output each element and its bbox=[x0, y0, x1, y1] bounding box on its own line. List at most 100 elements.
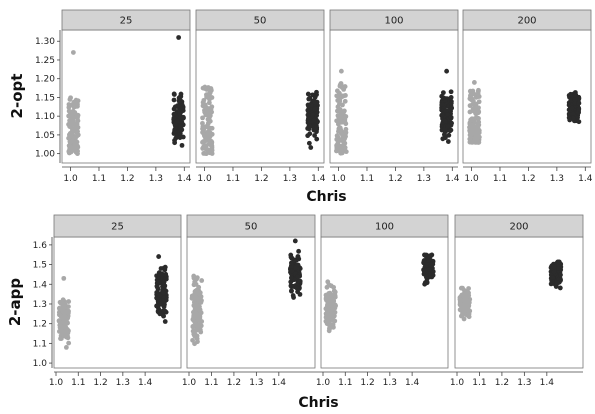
data-point bbox=[443, 108, 449, 113]
data-point bbox=[198, 310, 204, 316]
data-point bbox=[66, 299, 72, 304]
data-point bbox=[204, 147, 210, 152]
data-point bbox=[171, 97, 177, 103]
data-point bbox=[570, 111, 576, 117]
data-point bbox=[290, 293, 296, 298]
facet-strip-label: 100 bbox=[375, 222, 394, 233]
data-point bbox=[307, 123, 313, 129]
data-point bbox=[199, 298, 204, 303]
data-point bbox=[576, 106, 582, 112]
data-point bbox=[557, 285, 563, 291]
data-point bbox=[74, 129, 79, 135]
data-point bbox=[337, 83, 343, 89]
data-point bbox=[312, 100, 318, 105]
data-point bbox=[194, 275, 200, 281]
data-point bbox=[201, 97, 207, 103]
data-point bbox=[426, 267, 432, 272]
data-point bbox=[570, 115, 576, 121]
data-point bbox=[473, 101, 479, 107]
data-point bbox=[289, 288, 294, 294]
data-point bbox=[312, 133, 317, 138]
data-point bbox=[448, 95, 454, 100]
data-point bbox=[430, 272, 436, 278]
data-point bbox=[332, 293, 338, 299]
data-point bbox=[440, 111, 445, 117]
data-point bbox=[154, 284, 160, 290]
data-point bbox=[56, 329, 62, 334]
facet-panel: 25 bbox=[53, 214, 182, 369]
data-point bbox=[194, 336, 200, 342]
data-point bbox=[297, 278, 303, 284]
x-tick-label: 1.1 bbox=[338, 378, 352, 388]
y-tick-label: 1.0 bbox=[33, 359, 48, 369]
data-point bbox=[69, 138, 75, 144]
data-point bbox=[330, 299, 336, 304]
data-point bbox=[61, 332, 67, 338]
data-point bbox=[305, 91, 311, 97]
facet-strip-label: 100 bbox=[384, 16, 403, 27]
data-point bbox=[67, 143, 73, 149]
data-point bbox=[460, 285, 465, 291]
data-point bbox=[295, 289, 301, 295]
x-tick-label: 1.1 bbox=[472, 378, 486, 388]
x-tick-label: 1.0 bbox=[63, 174, 78, 184]
data-point bbox=[193, 311, 199, 316]
data-point bbox=[293, 265, 299, 271]
panel-frame bbox=[195, 29, 325, 164]
data-point bbox=[336, 127, 342, 133]
y-tick-label: 1.1 bbox=[33, 339, 47, 349]
panel-frame bbox=[61, 29, 191, 164]
data-point bbox=[197, 318, 203, 324]
data-point bbox=[311, 117, 317, 123]
data-point bbox=[209, 104, 215, 110]
data-point bbox=[171, 115, 177, 121]
data-point bbox=[459, 305, 465, 310]
data-point bbox=[312, 94, 318, 100]
x-tick-label: 1.3 bbox=[550, 174, 564, 184]
data-point bbox=[329, 312, 334, 317]
data-point bbox=[312, 106, 318, 112]
data-point bbox=[555, 266, 561, 271]
data-point bbox=[573, 92, 579, 98]
data-point bbox=[445, 139, 451, 144]
data-point bbox=[310, 112, 315, 118]
data-point bbox=[462, 308, 468, 314]
data-point bbox=[333, 303, 338, 309]
data-point bbox=[174, 118, 180, 124]
data-point bbox=[549, 279, 555, 285]
x-tick-label: 1.4 bbox=[138, 378, 153, 388]
data-point bbox=[341, 93, 346, 99]
data-point bbox=[448, 115, 454, 120]
data-point bbox=[288, 275, 294, 281]
facet-strip bbox=[195, 9, 325, 31]
data-point bbox=[342, 98, 348, 104]
x-tick-label: 1.4 bbox=[405, 378, 420, 388]
data-point bbox=[444, 68, 450, 74]
data-point bbox=[295, 254, 301, 259]
data-point bbox=[204, 94, 210, 99]
data-point bbox=[342, 134, 348, 139]
data-point bbox=[335, 143, 340, 149]
data-point bbox=[71, 99, 77, 105]
data-point bbox=[67, 97, 73, 102]
x-tick-label: 1.4 bbox=[272, 378, 287, 388]
facet-strip bbox=[61, 9, 191, 31]
data-point bbox=[171, 91, 177, 97]
x-tick-label: 1.4 bbox=[177, 174, 192, 184]
x-tick-label: 1.0 bbox=[464, 174, 479, 184]
x-tick-label: 1.2 bbox=[388, 174, 402, 184]
data-point bbox=[442, 118, 448, 124]
x-tick-label: 1.2 bbox=[521, 174, 535, 184]
data-point bbox=[447, 128, 453, 134]
x-tick-label: 1.2 bbox=[120, 174, 134, 184]
y-tick-label: 1.30 bbox=[35, 37, 55, 47]
data-point bbox=[289, 260, 294, 266]
x-tick-label: 1.1 bbox=[360, 174, 374, 184]
data-point bbox=[461, 316, 467, 322]
facet-strip-label: 200 bbox=[517, 16, 536, 27]
data-point bbox=[440, 136, 446, 142]
data-point bbox=[198, 329, 204, 335]
data-point bbox=[162, 319, 168, 324]
data-point bbox=[473, 133, 479, 139]
data-point bbox=[200, 139, 205, 145]
